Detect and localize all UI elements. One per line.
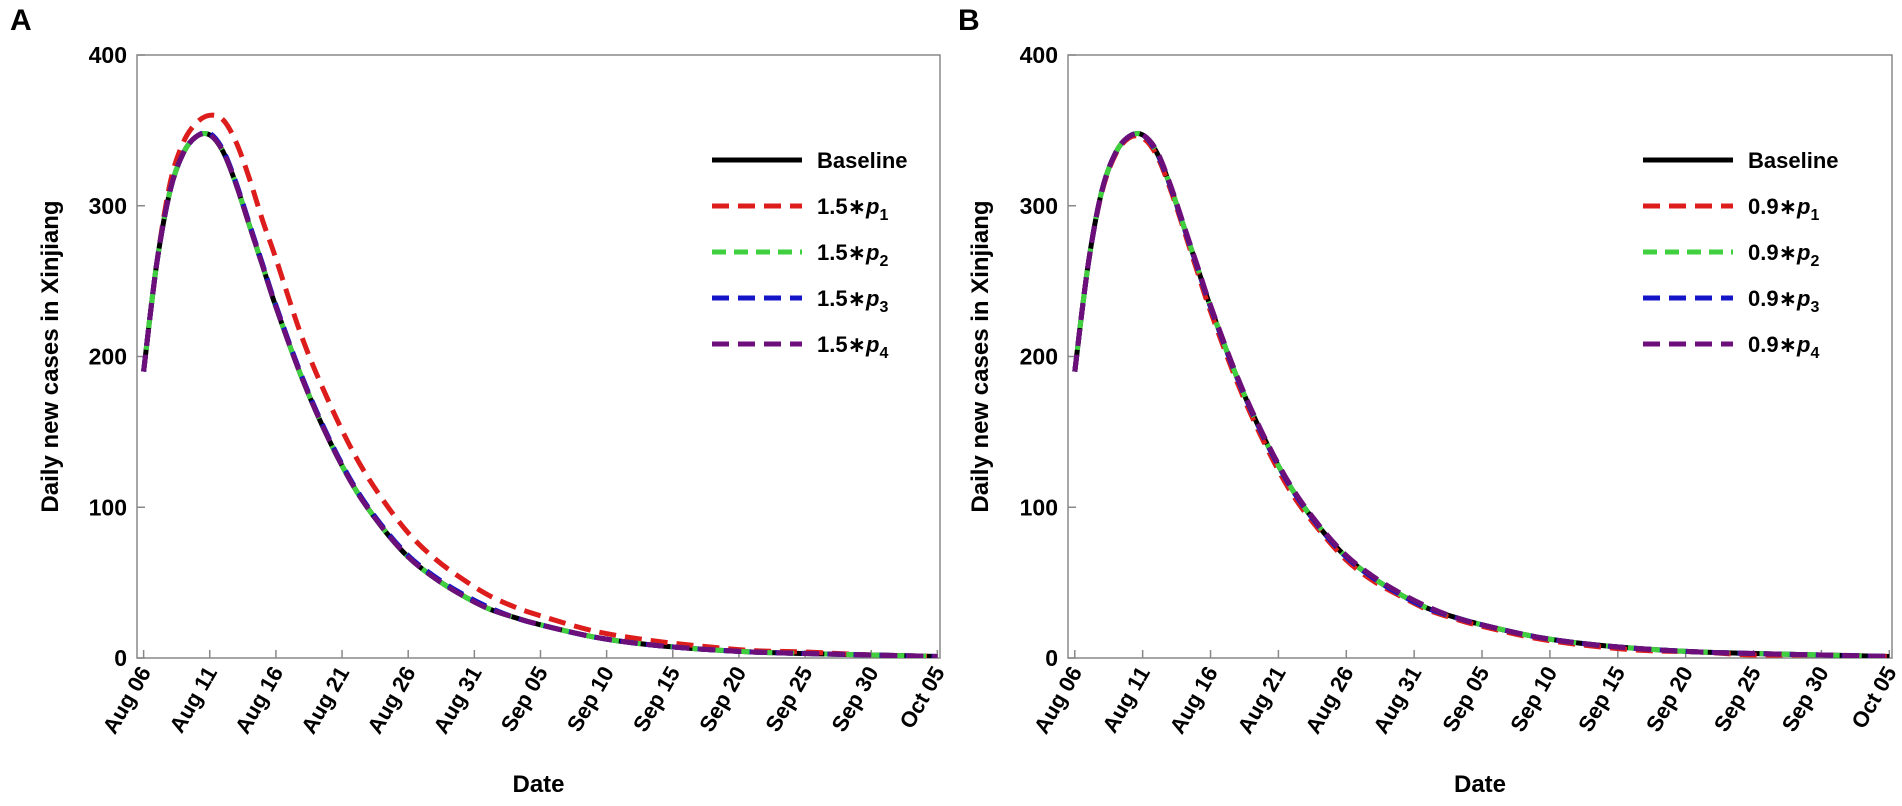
- x-tick-label: Sep 25: [1709, 662, 1766, 736]
- panel-label: A: [10, 4, 32, 37]
- series-lines: [141, 112, 938, 658]
- x-axis-title: Date: [512, 771, 564, 798]
- x-tick-label: Sep 05: [1437, 662, 1494, 736]
- x-axis-title: Date: [1454, 771, 1506, 798]
- legend-entry-0: Baseline: [817, 148, 908, 173]
- x-tick-label: Sep 10: [562, 662, 619, 736]
- legend: Baseline 1.5∗p1 1.5∗p2 1.5∗p3 1.5∗p4: [712, 148, 908, 362]
- x-tick-label: Sep 15: [1573, 662, 1630, 736]
- legend-entry-3: 1.5∗p3: [817, 286, 888, 316]
- series-lines: [1072, 130, 1890, 658]
- y-tick-label: 400: [1020, 42, 1058, 68]
- y-tick-label: 300: [89, 193, 127, 219]
- y-tick-label: 100: [1020, 494, 1058, 520]
- series-line-4: [141, 130, 938, 658]
- x-tick-label: Oct 05: [894, 662, 949, 733]
- x-tick-label: Aug 16: [1165, 662, 1223, 738]
- legend: Baseline 0.9∗p1 0.9∗p2 0.9∗p3 0.9∗p4: [1643, 148, 1839, 362]
- x-tick-label: Aug 11: [1097, 662, 1155, 737]
- x-tick-label: Aug 11: [164, 662, 222, 737]
- legend-entry-0: Baseline: [1748, 148, 1839, 173]
- x-tick-label: Sep 20: [694, 662, 751, 736]
- x-tick-label: Sep 25: [760, 662, 817, 736]
- x-tick-label: Sep 10: [1505, 662, 1562, 736]
- x-tick-label: Sep 20: [1641, 662, 1698, 736]
- y-axis-title: Daily new cases in Xinjiang: [37, 200, 64, 512]
- y-axis-title: Daily new cases in Xinjiang: [967, 200, 994, 512]
- series-line-1: [141, 112, 938, 658]
- x-tick-label: Aug 16: [230, 662, 288, 738]
- x-tick-label: Aug 26: [1300, 662, 1358, 738]
- y-tick-label: 0: [1045, 645, 1058, 671]
- legend-entry-3: 0.9∗p3: [1748, 286, 1819, 316]
- x-tick-label: Sep 15: [628, 662, 685, 736]
- x-tick-label: Aug 21: [296, 662, 354, 738]
- y-tick-label: 100: [89, 494, 127, 520]
- y-tick-label: 200: [89, 344, 127, 370]
- x-tick-label: Aug 31: [428, 662, 486, 738]
- legend-entry-1: 0.9∗p1: [1748, 194, 1819, 224]
- x-tick-label: Aug 21: [1232, 662, 1290, 738]
- x-tick-label: Aug 31: [1368, 662, 1426, 738]
- legend-entry-2: 1.5∗p2: [817, 240, 888, 270]
- y-tick-label: 0: [114, 645, 127, 671]
- legend-entry-4: 1.5∗p4: [817, 332, 888, 362]
- x-tick-label: Oct 05: [1846, 662, 1901, 733]
- x-tick-label: Sep 05: [496, 662, 553, 736]
- x-tick-label: Sep 30: [826, 662, 883, 736]
- x-tick-label: Sep 30: [1777, 662, 1834, 736]
- legend-entry-4: 0.9∗p4: [1748, 332, 1819, 362]
- legend-entry-2: 0.9∗p2: [1748, 240, 1819, 270]
- x-tick-label: Aug 06: [98, 662, 156, 738]
- y-tick-label: 300: [1020, 193, 1058, 219]
- x-tick-label: Aug 26: [362, 662, 420, 738]
- panel-label: B: [958, 4, 980, 37]
- y-tick-label: 200: [1020, 344, 1058, 370]
- y-tick-label: 400: [89, 42, 127, 68]
- legend-entry-1: 1.5∗p1: [817, 194, 888, 224]
- x-tick-label: Aug 06: [1029, 662, 1087, 738]
- series-line-4: [1072, 131, 1890, 658]
